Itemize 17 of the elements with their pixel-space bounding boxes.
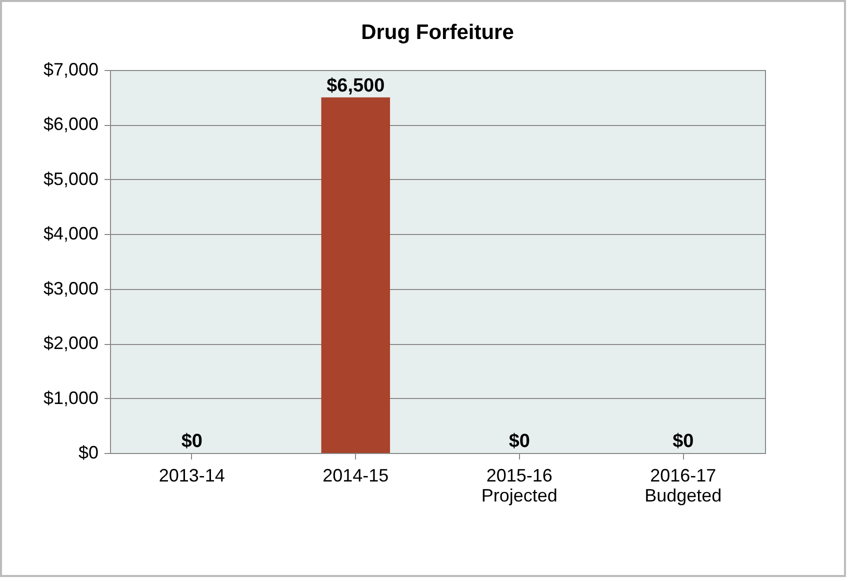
data-label: $0: [508, 431, 530, 452]
y-tick-label: $6,000: [43, 114, 98, 134]
y-tick-label: $4,000: [43, 224, 98, 244]
x-tick-label: 2015-16 Projected: [481, 466, 558, 506]
y-tick-label: $0: [78, 442, 98, 462]
data-label: $0: [181, 431, 202, 452]
x-tick-label: 2016-17 Budgeted: [644, 466, 722, 506]
y-tick-label: $7,000: [43, 60, 98, 80]
data-label: $0: [672, 431, 694, 452]
x-tick-label: 2014-15: [322, 466, 389, 486]
x-tick-label: 2013-14: [158, 466, 225, 486]
data-label: $6,500: [326, 75, 385, 96]
chart-title: Drug Forfeiture: [361, 21, 514, 44]
y-tick-label: $2,000: [43, 333, 98, 354]
y-tick-label: $3,000: [43, 278, 98, 298]
y-tick-label: $1,000: [43, 388, 98, 408]
y-tick-label: $5,000: [43, 168, 98, 189]
